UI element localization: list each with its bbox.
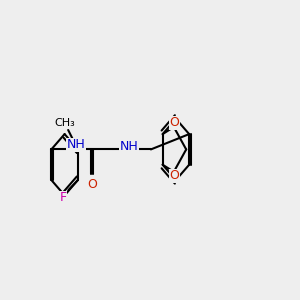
Text: O: O [169, 116, 179, 129]
Text: O: O [87, 178, 97, 191]
Text: F: F [60, 191, 67, 204]
Text: CH₃: CH₃ [55, 118, 76, 128]
Text: O: O [169, 169, 179, 182]
Text: NH: NH [67, 138, 85, 151]
Text: NH: NH [119, 140, 138, 153]
